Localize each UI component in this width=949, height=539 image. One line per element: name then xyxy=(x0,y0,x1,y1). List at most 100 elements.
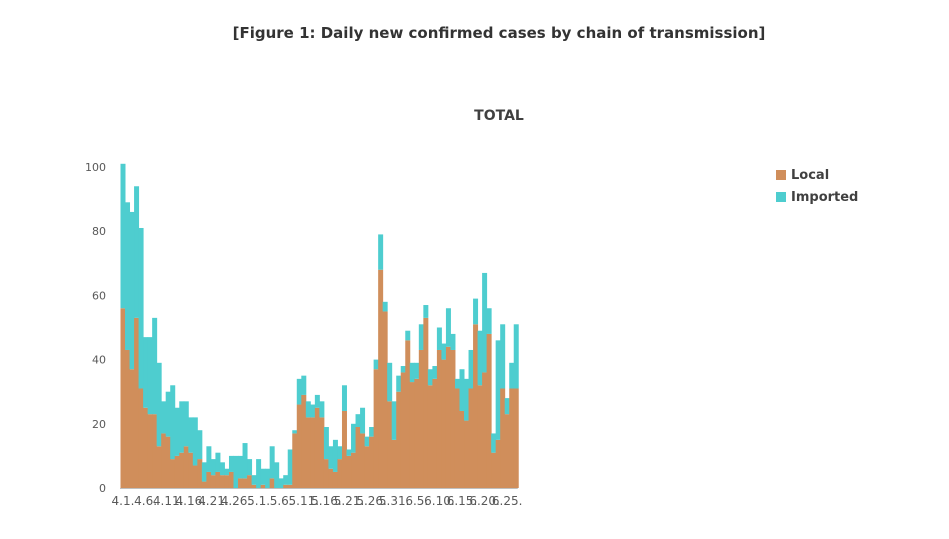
bar-local xyxy=(500,388,506,488)
x-tick-label: 5.31. xyxy=(379,494,410,508)
bar-local xyxy=(405,340,411,488)
bar-local xyxy=(445,346,451,488)
legend-label-local: Local xyxy=(791,167,830,183)
x-tick-label: 5.11. xyxy=(289,494,320,508)
bar-local xyxy=(287,484,293,488)
bar-local xyxy=(454,388,460,488)
bar-local xyxy=(251,484,257,488)
bar-imported xyxy=(310,404,316,418)
bar-local xyxy=(414,378,420,488)
bar-imported xyxy=(283,475,289,485)
bar-imported xyxy=(341,385,347,411)
bar-imported xyxy=(396,375,402,392)
bar-imported xyxy=(405,330,411,341)
bar-local xyxy=(427,385,433,488)
bar-imported xyxy=(486,308,492,334)
bar-local xyxy=(310,417,316,488)
bar-local xyxy=(305,417,311,488)
bar-local xyxy=(269,478,275,488)
bar-imported xyxy=(319,401,325,418)
bar-local xyxy=(188,452,194,488)
bar-local xyxy=(161,433,167,488)
legend-item-local: Local xyxy=(776,164,858,186)
bar-local xyxy=(147,414,153,488)
bar-imported xyxy=(197,430,203,460)
bar-imported xyxy=(504,398,510,415)
bar-local xyxy=(436,349,442,488)
bar-imported xyxy=(147,337,153,415)
legend-swatch-local xyxy=(776,170,786,180)
y-tick-label: 20 xyxy=(92,418,106,431)
bar-imported xyxy=(188,417,194,453)
bar-imported xyxy=(482,272,488,373)
bar-imported xyxy=(459,369,465,411)
x-tick-label: 6.15. xyxy=(447,494,478,508)
bar-imported xyxy=(414,362,420,379)
bar-local xyxy=(328,468,334,488)
bar-imported xyxy=(292,430,298,434)
bar-imported xyxy=(192,417,198,466)
x-tick-label: 5.21. xyxy=(334,494,365,508)
bar-imported xyxy=(296,378,302,405)
bar-imported xyxy=(491,433,497,453)
bar-local xyxy=(206,471,212,488)
bar-imported xyxy=(125,202,131,350)
bar-imported xyxy=(233,455,239,488)
x-tick-label: 4.16. xyxy=(176,494,207,508)
bar-imported xyxy=(332,439,338,472)
bar-local xyxy=(473,324,479,488)
bar-imported xyxy=(179,401,185,453)
bar-imported xyxy=(301,375,307,395)
bar-imported xyxy=(351,423,357,453)
bar-imported xyxy=(206,446,212,472)
bar-imported xyxy=(165,391,171,437)
bar-local xyxy=(314,407,320,488)
bar-imported xyxy=(183,401,189,447)
x-tick-label: 5.26. xyxy=(356,494,387,508)
bar-imported xyxy=(382,301,388,312)
bar-local xyxy=(179,452,185,488)
bar-imported xyxy=(450,333,456,350)
bar-imported xyxy=(274,462,280,488)
bar-imported xyxy=(513,324,519,389)
bar-local xyxy=(260,484,266,488)
bar-imported xyxy=(495,340,501,440)
bar-local xyxy=(134,317,140,488)
bar-local xyxy=(504,414,510,488)
bar-local xyxy=(143,407,149,488)
bar-imported xyxy=(400,366,406,373)
bar-local xyxy=(396,391,402,488)
bar-imported xyxy=(265,468,271,488)
bar-local xyxy=(337,459,343,488)
bar-local xyxy=(224,475,230,488)
bar-imported xyxy=(427,369,433,386)
bar-imported xyxy=(238,455,244,479)
bar-local xyxy=(138,388,144,488)
bar-imported xyxy=(328,446,334,469)
bar-local xyxy=(129,369,135,488)
x-tick-label: 4.1. xyxy=(112,494,135,508)
bar-local xyxy=(459,410,465,488)
bar-local xyxy=(156,446,162,488)
bar-local xyxy=(351,452,357,488)
bar-imported xyxy=(391,401,397,440)
bar-imported xyxy=(432,366,438,379)
bar-imported xyxy=(387,362,393,402)
bar-imported xyxy=(129,211,135,370)
bar-local xyxy=(464,420,470,488)
y-tick-label: 100 xyxy=(85,161,106,174)
bar-imported xyxy=(224,468,230,476)
bar-imported xyxy=(170,385,176,460)
bar-imported xyxy=(378,234,384,270)
bar-local xyxy=(391,439,397,488)
bar-local xyxy=(441,359,447,488)
chart-title: TOTAL xyxy=(474,108,524,124)
bar-local xyxy=(296,404,302,488)
legend: Local Imported xyxy=(776,164,858,208)
bar-local xyxy=(219,475,225,488)
x-tick-label: 4.26. xyxy=(221,494,252,508)
y-tick-label: 0 xyxy=(99,482,106,495)
x-tick-label: 4.11. xyxy=(153,494,184,508)
x-tick-label: 5.16. xyxy=(311,494,342,508)
